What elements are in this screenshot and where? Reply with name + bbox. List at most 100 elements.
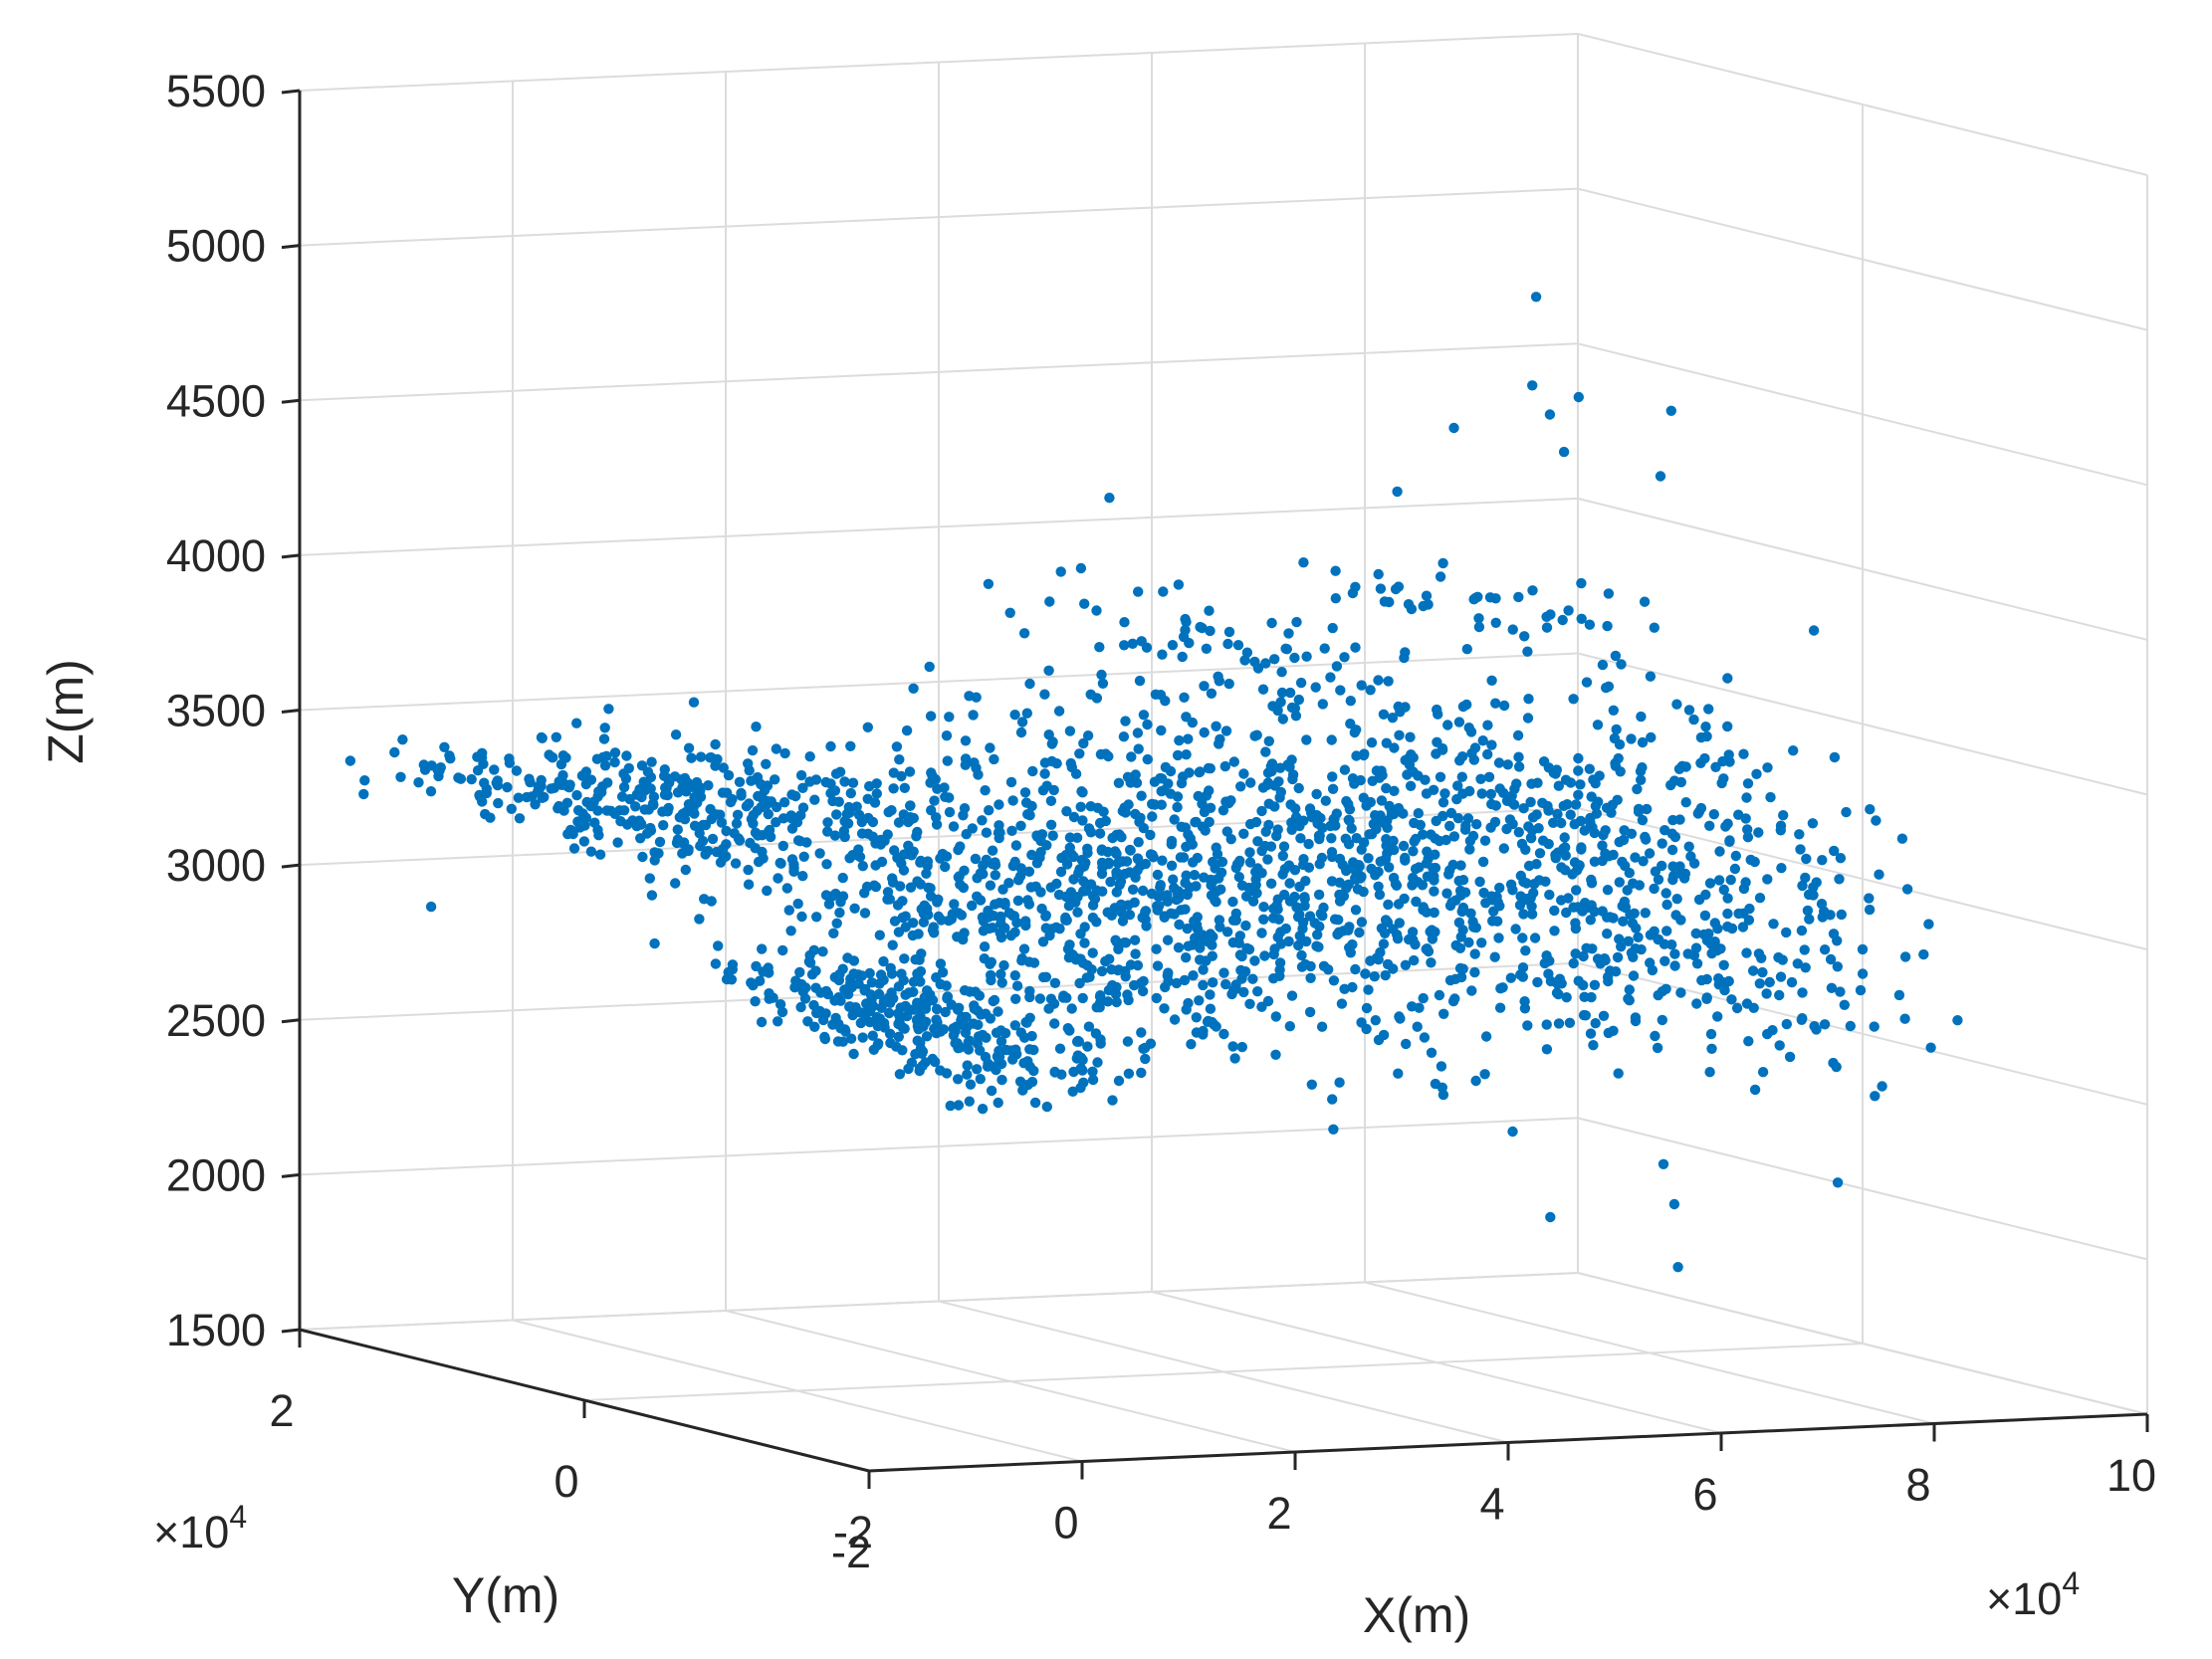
- data-point: [1074, 748, 1085, 759]
- data-point: [1554, 973, 1566, 984]
- data-point: [989, 753, 999, 765]
- data-point: [1699, 752, 1710, 764]
- data-point: [1628, 970, 1640, 981]
- data-point: [756, 1016, 768, 1028]
- data-point: [917, 1060, 928, 1072]
- data-point: [1129, 934, 1141, 945]
- data-point: [1718, 884, 1730, 896]
- data-point: [1267, 701, 1278, 712]
- data-point: [1602, 620, 1613, 632]
- data-point: [1051, 758, 1062, 769]
- data-point: [1210, 863, 1220, 874]
- data-point: [1299, 893, 1310, 905]
- data-point: [1240, 920, 1251, 932]
- data-point: [937, 966, 949, 978]
- data-point: [1475, 773, 1486, 784]
- data-point: [1205, 989, 1216, 1000]
- data-point: [537, 732, 548, 743]
- data-point: [561, 797, 573, 808]
- data-point: [1367, 775, 1378, 786]
- data-point: [1520, 945, 1531, 956]
- data-point: [609, 756, 620, 768]
- data-point: [686, 752, 697, 763]
- data-point: [1514, 900, 1526, 911]
- data-point: [972, 891, 983, 902]
- data-point: [344, 755, 356, 766]
- data-point: [1299, 901, 1310, 912]
- data-point: [762, 885, 773, 897]
- data-point: [1561, 992, 1572, 1003]
- data-point: [734, 776, 746, 787]
- data-point: [594, 849, 606, 860]
- data-point: [1485, 822, 1496, 833]
- data-point: [1613, 1068, 1624, 1079]
- data-point: [1553, 988, 1564, 1000]
- data-point: [804, 949, 815, 961]
- data-point: [1855, 984, 1867, 996]
- data-point: [1041, 840, 1052, 851]
- data-point: [1183, 940, 1194, 951]
- data-point: [1060, 912, 1071, 924]
- data-point: [810, 774, 822, 785]
- data-point: [1289, 652, 1300, 664]
- data-point: [1127, 638, 1139, 649]
- data-point: [1462, 813, 1474, 824]
- data-point: [839, 831, 850, 843]
- data-point: [1020, 797, 1032, 808]
- data-point: [661, 782, 672, 794]
- data-point: [1228, 756, 1240, 767]
- data-point: [694, 914, 705, 925]
- scatter-points: [344, 292, 1963, 1273]
- data-point: [1893, 989, 1905, 1001]
- data-point: [1724, 836, 1735, 847]
- data-point: [1159, 912, 1170, 923]
- data-point: [1518, 803, 1529, 814]
- data-point: [525, 776, 536, 788]
- data-point: [1556, 862, 1567, 873]
- data-point: [1345, 719, 1356, 729]
- data-point: [1775, 820, 1787, 831]
- data-point: [1587, 943, 1598, 954]
- data-point: [1743, 915, 1755, 926]
- data-point: [834, 907, 845, 919]
- data-point: [1361, 800, 1372, 811]
- data-point: [1671, 699, 1682, 710]
- data-point: [1339, 764, 1351, 775]
- data-point: [1334, 1077, 1345, 1088]
- data-point: [725, 796, 737, 808]
- data-point: [1618, 834, 1630, 846]
- data-point: [1630, 1015, 1642, 1027]
- data-point: [1142, 753, 1154, 765]
- data-point: [1549, 905, 1560, 917]
- data-point: [1794, 829, 1805, 840]
- data-point: [1492, 897, 1504, 908]
- data-point: [964, 1096, 975, 1107]
- data-point: [1576, 613, 1587, 624]
- data-point: [1564, 1017, 1576, 1028]
- data-point: [1455, 860, 1466, 871]
- data-point: [1411, 896, 1422, 908]
- data-point: [1247, 896, 1259, 907]
- data-point: [848, 1048, 859, 1060]
- data-point: [567, 828, 578, 840]
- data-point: [1522, 713, 1534, 724]
- data-point: [722, 787, 733, 798]
- data-point: [636, 760, 648, 771]
- data-point: [1870, 1091, 1880, 1102]
- data-point: [1327, 771, 1338, 782]
- data-point: [1608, 913, 1619, 924]
- data-point: [1270, 1011, 1282, 1022]
- data-point: [1339, 983, 1350, 994]
- data-point: [1384, 596, 1395, 608]
- data-point: [1527, 585, 1538, 596]
- data-point: [707, 833, 719, 845]
- data-point: [1024, 678, 1035, 690]
- data-point: [1181, 870, 1192, 881]
- data-point: [1366, 737, 1378, 748]
- data-point: [899, 953, 910, 964]
- data-point: [1537, 797, 1548, 808]
- data-point: [1589, 979, 1601, 990]
- data-point: [1166, 860, 1178, 871]
- data-point: [1104, 953, 1115, 964]
- data-point: [1291, 902, 1302, 913]
